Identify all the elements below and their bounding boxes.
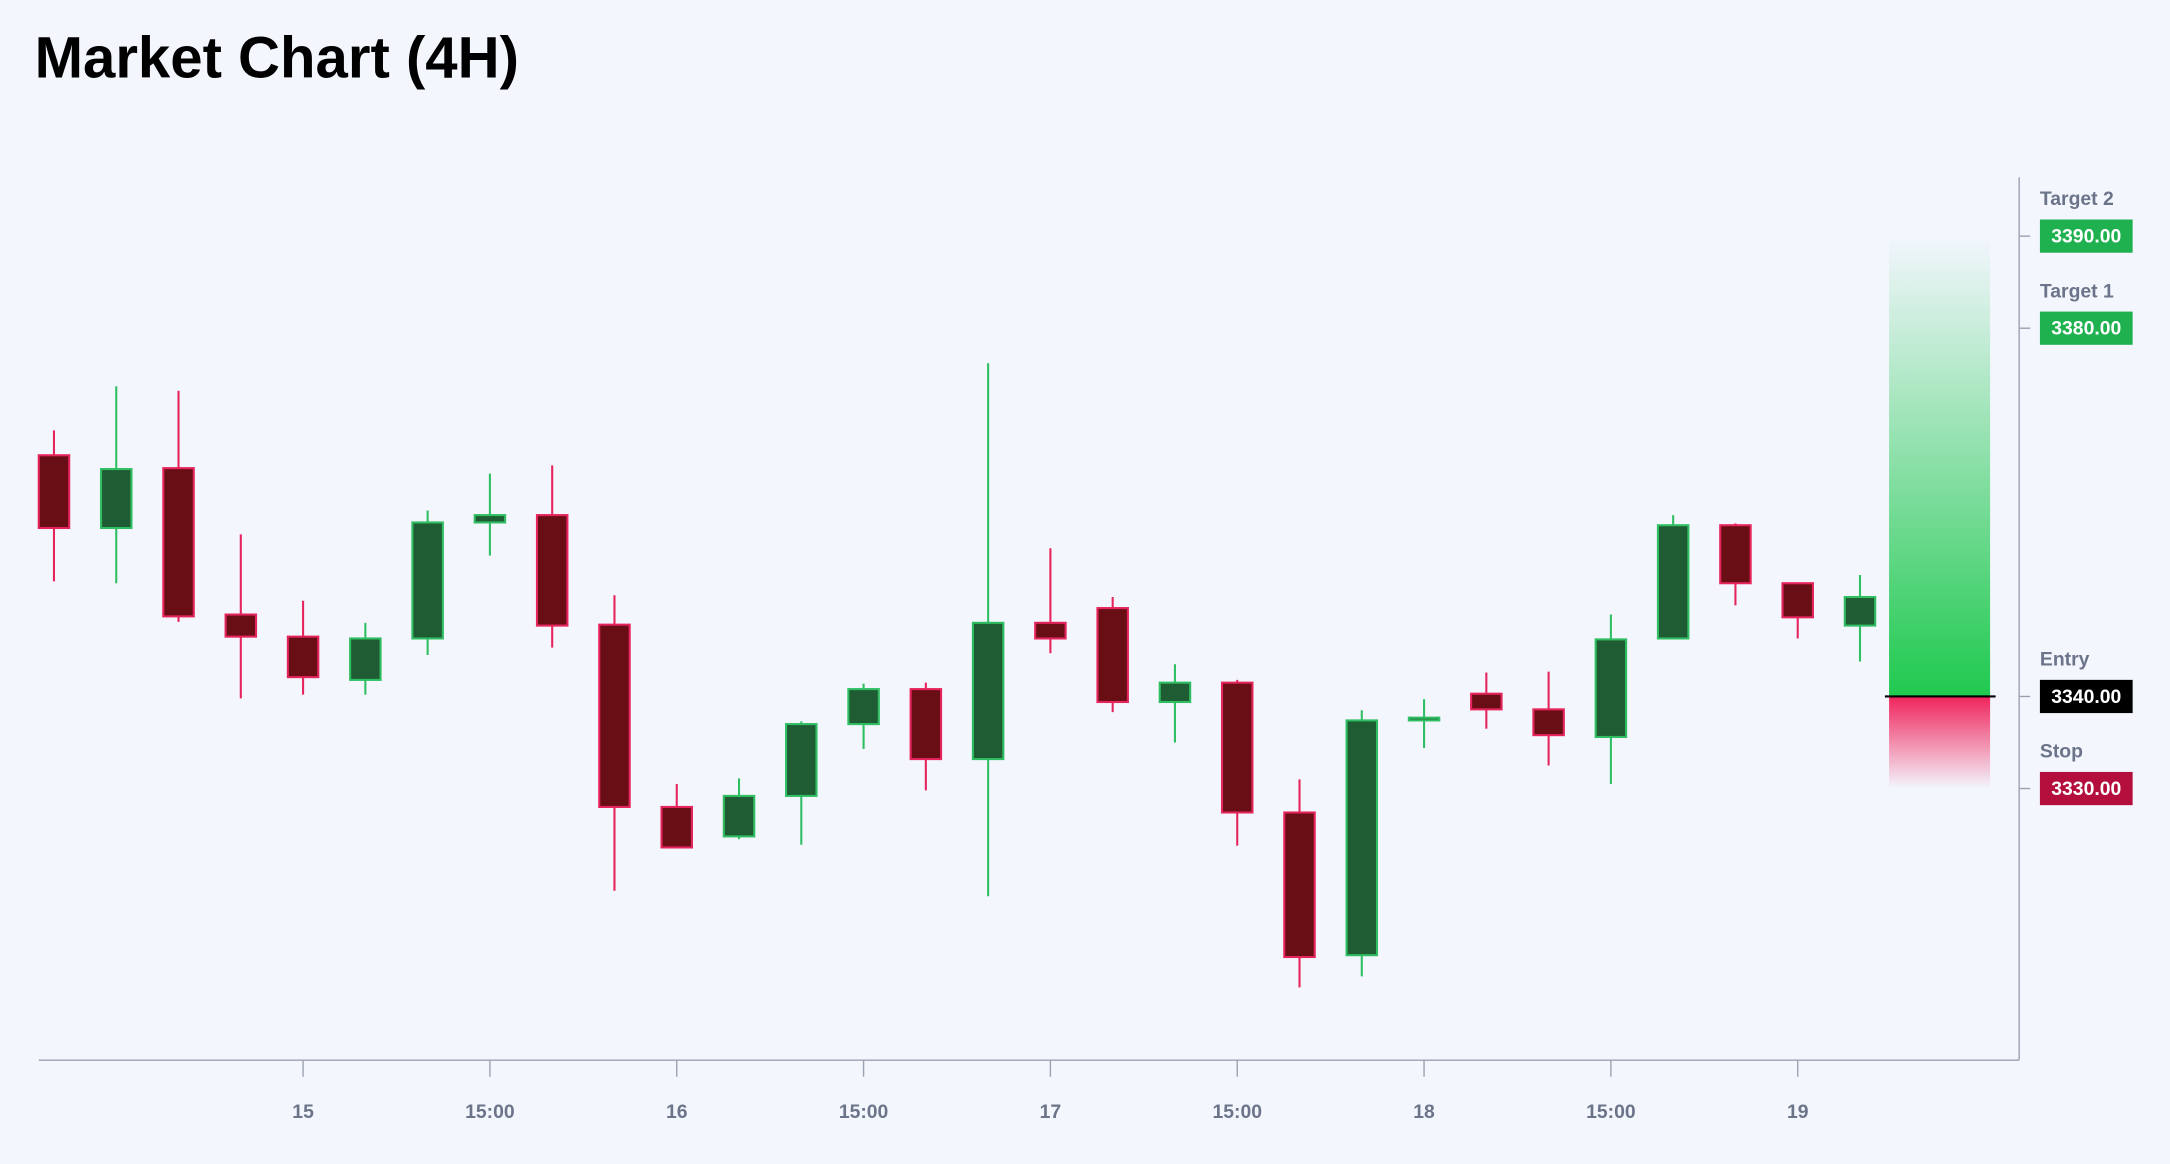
x-tick-label: 15 [292, 1101, 314, 1123]
candle-body [99, 468, 133, 530]
x-tick-label: 18 [1413, 1101, 1435, 1123]
candle-body [847, 688, 880, 726]
candle-body [785, 723, 818, 797]
candle-body [286, 635, 320, 679]
candle-body [1656, 524, 1690, 640]
x-tick-label: 15:00 [465, 1101, 515, 1123]
level-name: Target 1 [2040, 280, 2114, 302]
candle-body [1843, 595, 1877, 627]
x-tick-label: 16 [666, 1101, 688, 1123]
level-price: 3330.00 [2051, 778, 2121, 800]
level-name: Entry [2040, 649, 2090, 671]
x-tick-label: 19 [1787, 1101, 1809, 1123]
chart-title: Market Chart (4H) [35, 26, 519, 91]
candle-body [1158, 681, 1192, 704]
level-name: Target 2 [2040, 188, 2114, 210]
candle-body [224, 613, 258, 638]
level-price: 3340.00 [2051, 686, 2121, 708]
candle-body [349, 637, 382, 681]
x-tick-label: 17 [1040, 1101, 1062, 1123]
candle-body [1532, 708, 1565, 737]
candle-body [1096, 607, 1129, 704]
candle-body [1407, 716, 1441, 722]
x-tick-label: 15:00 [1212, 1101, 1262, 1123]
level-tag [2039, 219, 2133, 253]
candle-body [722, 794, 756, 838]
level-price: 3380.00 [2051, 318, 2121, 340]
loss-zone [1889, 696, 1991, 789]
candle-body [598, 623, 631, 808]
level-price: 3390.00 [2051, 226, 2121, 248]
candle-body [909, 688, 943, 761]
candle-body [1345, 719, 1379, 957]
candle-body [37, 454, 71, 530]
x-tick-label: 15:00 [1586, 1101, 1636, 1123]
candle-body [660, 805, 694, 849]
level-name: Stop [2040, 741, 2083, 763]
x-tick-label: 15:00 [839, 1101, 889, 1123]
candle-body [1470, 692, 1503, 711]
candle-body [473, 514, 507, 524]
level-tag [2039, 679, 2133, 714]
candle-body [1594, 638, 1628, 739]
candle-body [1781, 582, 1814, 619]
level-tag [2039, 311, 2133, 345]
candle-body [162, 467, 195, 618]
profit-zone [1889, 236, 1991, 697]
level-tag [2039, 771, 2133, 806]
candle-body [971, 621, 1005, 761]
candle-body [411, 521, 444, 640]
candle-body [535, 514, 569, 627]
candle-body [1034, 621, 1067, 640]
candle-body [1220, 681, 1254, 814]
candle-body [1283, 811, 1316, 959]
candle-body [1719, 524, 1752, 585]
